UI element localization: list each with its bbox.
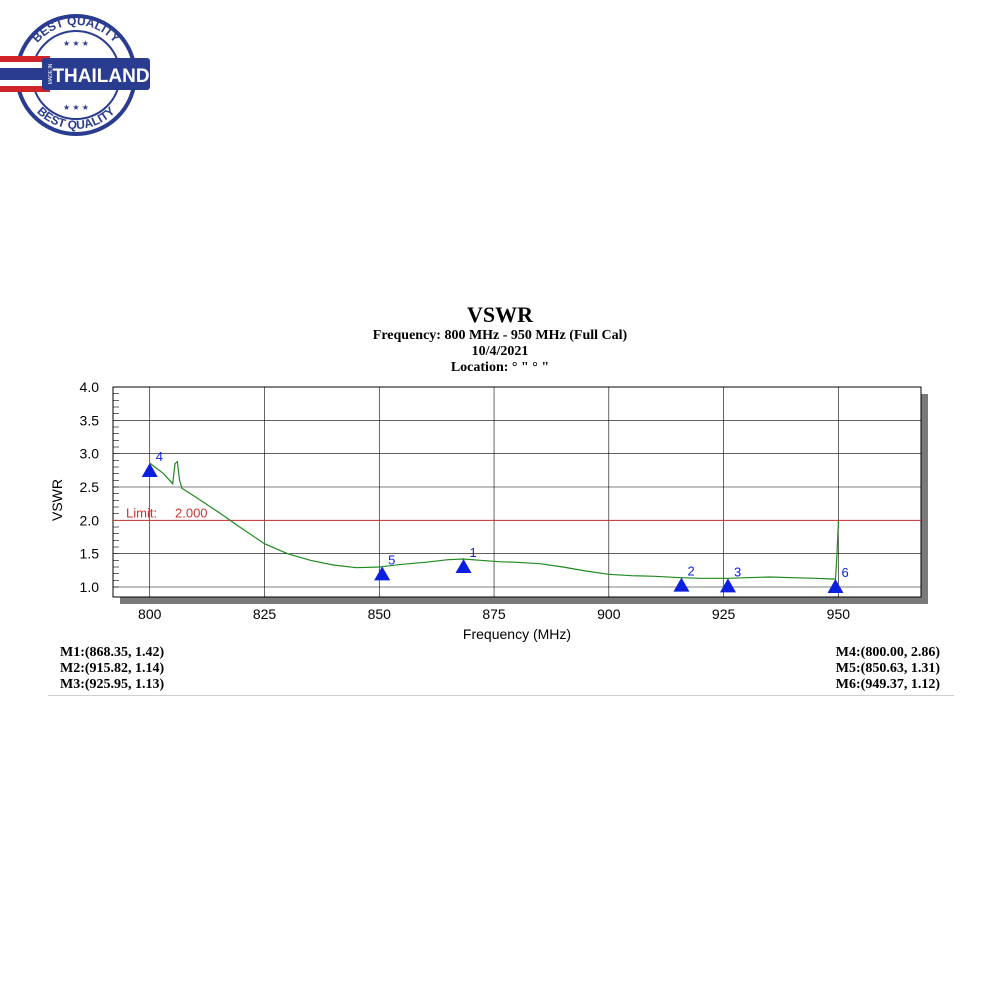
marker-label-4: 4	[156, 449, 163, 464]
marker-triangle-icon	[827, 579, 844, 593]
y-tick-label-3.5: 3.5	[80, 412, 100, 428]
marker-label-6: 6	[841, 565, 848, 580]
marker-readout-m2: M2:(915.82, 1.14)	[60, 661, 165, 676]
marker-1: 1	[455, 545, 477, 573]
marker-triangle-icon	[719, 578, 736, 593]
chart-date: 10/4/2021	[471, 344, 529, 359]
marker-readout-m1: M1:(868.35, 1.42)	[60, 645, 165, 660]
marker-label-3: 3	[734, 564, 741, 579]
marker-readout-m4: M4:(800.00, 2.86)	[835, 645, 940, 660]
x-axis-label: Frequency (MHz)	[463, 626, 571, 642]
vswr-chart: Limit: 2.000 1 2 3 4 5 6 800 825 850 875 900 925 950…	[49, 379, 928, 642]
plot-area	[112, 386, 922, 598]
marker-2: 2	[673, 564, 695, 592]
x-tick-label-925: 925	[712, 606, 736, 622]
y-tick-label-3.0: 3.0	[80, 446, 100, 462]
badge-made-in: MADE IN	[48, 63, 54, 84]
chart-location: Location: ° " ° "	[450, 360, 550, 375]
marker-4: 4	[141, 449, 163, 477]
marker-readout-m6: M6:(949.37, 1.12)	[835, 677, 940, 692]
marker-label-5: 5	[388, 552, 395, 567]
y-tick-label-1.0: 1.0	[80, 579, 100, 595]
x-tick-label-900: 900	[597, 606, 621, 622]
marker-triangle-icon	[455, 559, 472, 573]
limit-value: 2.000	[175, 505, 208, 520]
chart-title: VSWR	[466, 302, 533, 327]
series-group	[149, 460, 839, 580]
x-tick-label-825: 825	[253, 606, 277, 622]
y-tick-label-2.0: 2.0	[80, 512, 100, 528]
x-tick-label-800: 800	[138, 606, 162, 622]
x-tick-label-950: 950	[827, 606, 851, 622]
x-tick-label-875: 875	[482, 606, 506, 622]
chart-frequency-range: Frequency: 800 MHz - 950 MHz (Full Cal)	[372, 328, 628, 343]
badge-stars-icon: ★ ★ ★ ★ ★ ★	[63, 39, 89, 112]
marker-readout-m5: M5:(850.63, 1.31)	[835, 661, 940, 676]
marker-6: 6	[827, 565, 849, 593]
svg-text:★ ★ ★: ★ ★ ★	[63, 103, 89, 112]
marker-readout-m3: M3:(925.95, 1.13)	[60, 677, 165, 692]
chart-header: VSWR Frequency: 800 MHz - 950 MHz (Full …	[0, 302, 1000, 376]
best-quality-thailand-badge: BEST QUALITY BEST QUALITY MADE IN THAILA…	[0, 14, 150, 136]
y-tick-label-4.0: 4.0	[80, 379, 100, 395]
marker-5: 5	[374, 552, 395, 581]
y-tick-label-2.5: 2.5	[80, 479, 100, 495]
x-tick-labels: 800 825 850 875 900 925 950	[138, 606, 850, 622]
limit-line-group: Limit: 2.000	[113, 505, 921, 521]
y-tick-label-1.5: 1.5	[80, 546, 100, 562]
y-tick-labels: 1.0 1.5 2.0 2.5 3.0 3.5 4.0	[80, 379, 100, 595]
markers-group: 1 2 3 4 5 6	[141, 449, 849, 593]
y-axis-label: VSWR	[49, 479, 65, 521]
limit-label: Limit:	[126, 505, 157, 520]
thailand-flag-icon	[0, 56, 50, 92]
badge-country: THAILAND	[52, 66, 149, 87]
marker-triangle-icon	[673, 577, 690, 592]
marker-3: 3	[719, 564, 741, 593]
marker-triangle-icon	[374, 566, 391, 581]
x-tick-label-850: 850	[368, 606, 392, 622]
marker-label-2: 2	[687, 564, 694, 579]
series-line-0	[149, 460, 839, 580]
readout-divider	[48, 695, 954, 696]
marker-readouts-left: M1:(868.35, 1.42) M2:(915.82, 1.14) M3:(…	[60, 645, 164, 693]
marker-readouts-right: M4:(800.00, 2.86) M5:(850.63, 1.31) M6:(…	[836, 645, 940, 693]
svg-text:★ ★ ★: ★ ★ ★	[63, 39, 89, 48]
marker-label-1: 1	[470, 545, 477, 560]
marker-triangle-icon	[141, 463, 158, 477]
y-minor-ticks	[113, 386, 119, 588]
